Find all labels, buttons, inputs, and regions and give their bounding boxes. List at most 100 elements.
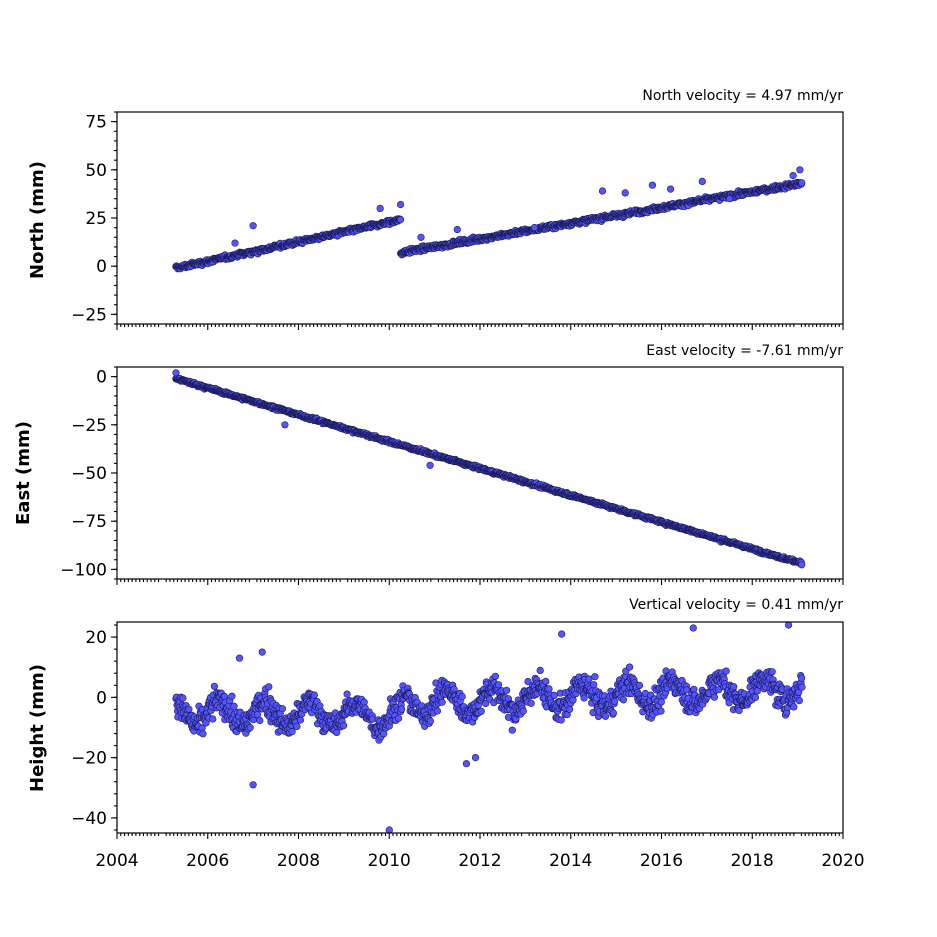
height-axes-frame	[116, 621, 844, 834]
height-data-point	[293, 722, 301, 731]
height-data-point	[179, 694, 187, 702]
height-data-point	[316, 702, 324, 710]
height-data-point	[398, 705, 406, 713]
east-velocity-title: East velocity = -7.61 mm/yr	[646, 343, 843, 359]
north-outlier-point	[621, 189, 629, 197]
height-outlier-point	[471, 753, 480, 762]
height-data-point	[590, 681, 598, 689]
north-points	[172, 166, 806, 273]
height-outlier-point	[689, 624, 697, 632]
height-data-point	[333, 728, 341, 737]
height-data-point	[601, 712, 610, 720]
east-ytick-label: −100	[60, 560, 107, 580]
north-ytick-label: 0	[96, 257, 107, 277]
north-outlier-point	[598, 187, 607, 195]
height-xtick-label: 2004	[95, 851, 138, 871]
height-data-point	[657, 707, 665, 715]
east-ylabel: East (mm)	[13, 421, 34, 525]
height-outlier-point	[385, 826, 393, 833]
north-data-point	[798, 179, 806, 187]
height-data-point	[735, 706, 743, 715]
height-data-point	[797, 674, 806, 682]
east-outlier-point	[172, 369, 180, 377]
height-data-point	[730, 683, 738, 691]
height-data-point	[710, 693, 719, 701]
east-data-point	[798, 561, 806, 569]
height-data-point	[256, 716, 264, 725]
height-xtick-label: 2006	[186, 851, 229, 871]
height-data-point	[545, 685, 553, 693]
height-data-point	[798, 683, 806, 691]
north-velocity-title: North velocity = 4.97 mm/yr	[642, 88, 843, 104]
height-data-point	[395, 714, 403, 722]
height-ytick-label: 20	[85, 628, 107, 648]
height-data-point	[343, 690, 351, 698]
height-data-point	[519, 707, 527, 715]
north-ytick-label: −25	[71, 305, 107, 325]
height-data-point	[751, 693, 760, 702]
height-data-point	[380, 730, 388, 738]
height-data-point	[508, 726, 516, 734]
north-ytick-label: 50	[85, 161, 107, 181]
height-data-point	[246, 723, 254, 732]
height-data-point	[635, 681, 644, 690]
north-outlier-point	[249, 222, 257, 230]
height-data-point	[228, 692, 236, 700]
height-data-point	[185, 705, 193, 713]
east-ytick-label: −50	[71, 464, 107, 484]
height-data-point	[715, 686, 723, 694]
height-ytick-label: −20	[71, 749, 107, 769]
height-data-point	[433, 707, 442, 715]
height-outlier-point	[249, 781, 257, 789]
height-outlier-point	[462, 760, 471, 768]
height-data-point	[210, 682, 218, 690]
height-data-point	[491, 672, 500, 680]
north-ytick-label: 25	[85, 209, 107, 229]
height-data-point	[503, 686, 511, 694]
north-panel: North velocity = 4.97 mm/yr North (mm) −…	[27, 88, 844, 330]
height-outlier-point	[784, 621, 793, 629]
north-outlier-point	[397, 200, 405, 209]
height-data-point	[310, 691, 318, 699]
height-data-point	[625, 663, 634, 671]
height-data-point	[619, 696, 628, 704]
east-points	[172, 369, 806, 569]
north-outlier-point	[231, 239, 239, 247]
height-ylabel: Height (mm)	[27, 664, 48, 792]
height-data-point	[340, 721, 348, 730]
height-data-point	[550, 691, 558, 700]
north-outlier-point	[789, 172, 797, 180]
height-data-point	[542, 677, 550, 686]
height-data-point	[536, 666, 544, 675]
height-data-point	[690, 685, 698, 693]
height-data-point	[795, 696, 803, 705]
east-outlier-point	[426, 461, 434, 469]
height-data-point	[768, 668, 776, 676]
height-xtick-label: 2020	[821, 851, 864, 871]
height-data-point	[527, 699, 535, 707]
height-data-point	[265, 683, 273, 691]
north-data-point	[396, 216, 405, 224]
east-ytick-label: −75	[71, 512, 107, 532]
east-outlier-point	[281, 421, 289, 429]
north-outlier-point	[530, 224, 539, 232]
north-axes-frame	[116, 111, 844, 325]
height-data-point	[557, 716, 565, 724]
north-outlier-point	[796, 166, 804, 174]
height-data-point	[790, 703, 798, 711]
height-xtick-label: 2018	[731, 851, 774, 871]
height-data-point	[609, 709, 618, 717]
north-outlier-point	[453, 226, 461, 234]
height-ytick-label: 0	[96, 688, 107, 708]
north-outlier-point	[648, 181, 657, 189]
height-data-point	[296, 716, 305, 724]
height-data-point	[278, 705, 287, 713]
height-data-point	[426, 717, 435, 725]
height-data-point	[591, 673, 599, 681]
height-data-point	[495, 681, 503, 689]
height-ytick-label: −40	[71, 809, 107, 829]
height-data-point	[565, 705, 574, 713]
height-data-point	[288, 727, 296, 736]
height-xtick-label: 2012	[458, 851, 501, 871]
